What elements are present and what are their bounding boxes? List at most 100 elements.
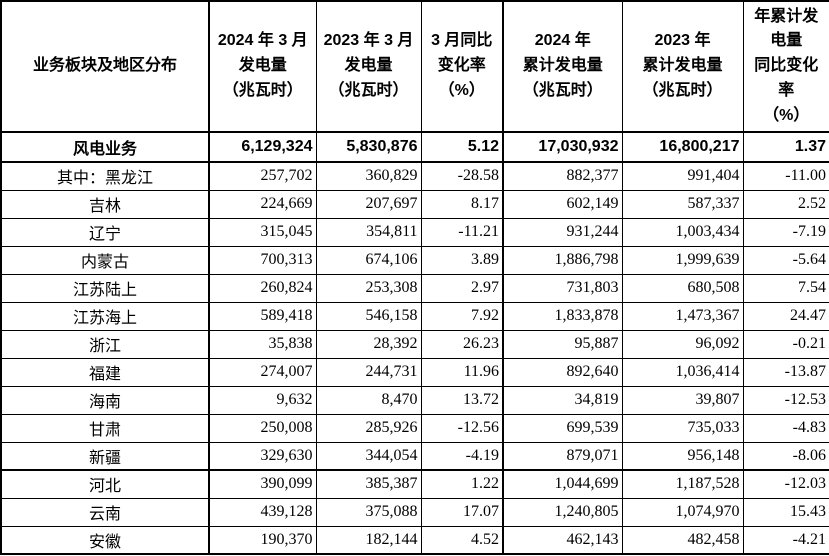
- value-cell: 6,129,324: [208, 131, 317, 163]
- row-label: 浙江: [0, 329, 210, 359]
- value-cell: 680,508: [621, 273, 744, 303]
- row-label: 海南: [0, 385, 210, 415]
- value-cell: 1,886,798: [502, 245, 623, 275]
- row-label: 福建: [0, 357, 210, 387]
- value-cell: 274,007: [208, 357, 317, 387]
- value-cell: 882,377: [502, 161, 623, 191]
- value-cell: 17,030,932: [502, 131, 623, 163]
- column-header-cum-2023: 2023 年 累计发电量 （兆瓦时）: [621, 0, 744, 133]
- value-cell: 28,392: [315, 329, 422, 359]
- value-cell: 546,158: [315, 301, 422, 331]
- value-cell: -7.19: [742, 217, 829, 247]
- value-cell: 2.52: [742, 189, 829, 219]
- value-cell: 589,418: [208, 301, 317, 331]
- value-cell: 991,404: [621, 161, 744, 191]
- value-cell: 34,819: [502, 385, 623, 415]
- table-row: 内蒙古 700,313 674,106 3.89 1,886,798 1,999,639-…: [0, 245, 829, 275]
- value-cell: 385,387: [315, 469, 422, 499]
- value-cell: 1,036,414: [621, 357, 744, 387]
- value-cell: 1,240,805: [502, 497, 623, 527]
- value-cell: 700,313: [208, 245, 317, 275]
- value-cell: 390,099: [208, 469, 317, 499]
- value-cell: 354,811: [315, 217, 422, 247]
- value-cell: 182,144: [315, 525, 422, 555]
- value-cell: 95,887: [502, 329, 623, 359]
- value-cell: 735,033: [621, 413, 744, 443]
- value-cell: 892,640: [502, 357, 623, 387]
- table-row: 甘肃 250,008 285,926 -12.56 699,539 735,033 -4.8…: [0, 413, 829, 443]
- value-cell: 26.23: [420, 329, 504, 359]
- value-cell: 7.92: [420, 301, 504, 331]
- table-row: 辽宁 315,045 354,811 -11.21 931,244 1,003,434 -7…: [0, 217, 829, 247]
- table-row: 安徽 190,370 182,144 4.52 462,143 482,458 -4.21: [0, 525, 829, 555]
- value-cell: 17.07: [420, 497, 504, 527]
- value-cell: 13.72: [420, 385, 504, 415]
- value-cell: 1,473,367: [621, 301, 744, 331]
- column-header-cum-2024: 2024 年 累计发电量 （兆瓦时）: [502, 0, 623, 133]
- value-cell: 879,071: [502, 441, 623, 471]
- value-cell: 16,800,217: [621, 131, 744, 163]
- row-label: 甘肃: [0, 413, 210, 443]
- value-cell: -5.64: [742, 245, 829, 275]
- value-cell: 96,092: [621, 329, 744, 359]
- value-cell: 956,148: [621, 441, 744, 471]
- value-cell: -11.00: [742, 161, 829, 191]
- row-label: 风电业务: [0, 131, 210, 163]
- column-header-segment: 业务板块及地区分布: [0, 0, 210, 133]
- column-header-mar-yoy-pct: 3 月同比 变化率 （%）: [420, 0, 504, 133]
- table-row: 其中：黑龙江 257,702 360,829 -28.58 882,377 991,404…: [0, 161, 829, 191]
- value-cell: 1.37: [742, 131, 829, 163]
- row-label: 内蒙古: [0, 245, 210, 275]
- row-label: 其中：黑龙江: [0, 161, 210, 191]
- table-row: 海南 9,632 8,470 13.72 34,819 39,807 -12.53: [0, 385, 829, 415]
- column-header-cum-yoy-pct: 年累计发 电量 同比变化 率 （%）: [742, 0, 829, 133]
- value-cell: 4.52: [420, 525, 504, 555]
- value-cell: -4.83: [742, 413, 829, 443]
- value-cell: 9,632: [208, 385, 317, 415]
- value-cell: 39,807: [621, 385, 744, 415]
- value-cell: 439,128: [208, 497, 317, 527]
- table-row: 吉林 224,669 207,697 8.17 602,149 587,337 2.52: [0, 189, 829, 219]
- value-cell: -0.21: [742, 329, 829, 359]
- value-cell: 462,143: [502, 525, 623, 555]
- value-cell: 315,045: [208, 217, 317, 247]
- value-cell: 11.96: [420, 357, 504, 387]
- value-cell: -13.87: [742, 357, 829, 387]
- value-cell: 699,539: [502, 413, 623, 443]
- table-row: 江苏海上 589,418 546,158 7.92 1,833,878 1,473,367…: [0, 301, 829, 331]
- value-cell: 244,731: [315, 357, 422, 387]
- total-row: 风电业务 6,129,324 5,830,876 5.12 17,030,932 16,8…: [0, 131, 829, 163]
- header-row: 业务板块及地区分布 2024 年 3 月 发电量 （兆瓦时） 2023 年 3 …: [0, 0, 829, 133]
- value-cell: -4.21: [742, 525, 829, 555]
- value-cell: 5.12: [420, 131, 504, 163]
- value-cell: 587,337: [621, 189, 744, 219]
- value-cell: 257,702: [208, 161, 317, 191]
- value-cell: 190,370: [208, 525, 317, 555]
- value-cell: 24.47: [742, 301, 829, 331]
- row-label: 云南: [0, 497, 210, 527]
- value-cell: 3.89: [420, 245, 504, 275]
- value-cell: -11.21: [420, 217, 504, 247]
- column-header-gen-2024-03: 2024 年 3 月 发电量 （兆瓦时）: [208, 0, 317, 133]
- value-cell: 360,829: [315, 161, 422, 191]
- value-cell: 224,669: [208, 189, 317, 219]
- value-cell: -28.58: [420, 161, 504, 191]
- row-label: 河北: [0, 469, 210, 499]
- table-row: 江苏陆上 260,824 253,308 2.97 731,803 680,508 7.54: [0, 273, 829, 303]
- value-cell: -12.56: [420, 413, 504, 443]
- value-cell: 1.22: [420, 469, 504, 499]
- table-row: 福建 274,007 244,731 11.96 892,640 1,036,414 -13…: [0, 357, 829, 387]
- row-label: 安徽: [0, 525, 210, 555]
- table-body: 风电业务 6,129,324 5,830,876 5.12 17,030,932 16,8…: [0, 131, 829, 555]
- value-cell: 1,999,639: [621, 245, 744, 275]
- value-cell: 1,044,699: [502, 469, 623, 499]
- value-cell: 482,458: [621, 525, 744, 555]
- value-cell: 253,308: [315, 273, 422, 303]
- value-cell: 344,054: [315, 441, 422, 471]
- value-cell: 329,630: [208, 441, 317, 471]
- value-cell: 375,088: [315, 497, 422, 527]
- value-cell: 931,244: [502, 217, 623, 247]
- value-cell: 285,926: [315, 413, 422, 443]
- value-cell: -8.06: [742, 441, 829, 471]
